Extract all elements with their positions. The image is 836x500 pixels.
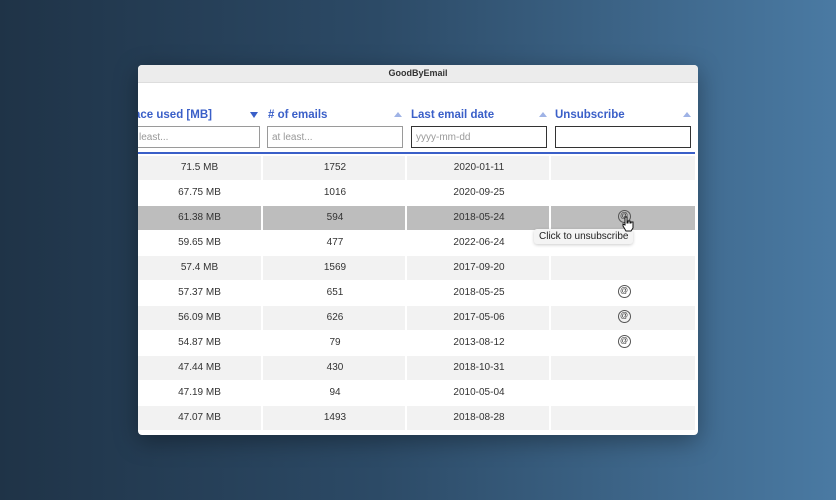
- unsubscribe-cell[interactable]: [553, 406, 695, 430]
- cell-space: 54.87 MB: [138, 331, 263, 355]
- unsubscribe-cell[interactable]: @: [553, 306, 695, 330]
- cell-space: 61.38 MB: [138, 206, 263, 230]
- unsubscribe-tooltip: Click to unsubscribe: [534, 229, 634, 244]
- cell-date: 2020-01-11: [409, 156, 551, 180]
- cell-count: 1016: [265, 181, 407, 205]
- cell-date: 2018-05-25: [409, 281, 551, 305]
- unsubscribe-cell[interactable]: @: [553, 281, 695, 305]
- table-row[interactable]: 57.37 MB 651 2018-05-25 @: [138, 281, 695, 305]
- pointer-hand-cursor-icon: [622, 216, 634, 232]
- cell-space: 57.4 MB: [138, 256, 263, 280]
- unsubscribe-cell[interactable]: [553, 256, 695, 280]
- table-row[interactable]: 57.4 MB 1569 2017-09-20: [138, 256, 695, 280]
- unsubscribe-cell[interactable]: @: [553, 206, 695, 230]
- column-header-label: Last email date: [411, 109, 495, 121]
- unsubscribe-cell[interactable]: [553, 181, 695, 205]
- unsubscribe-at-icon[interactable]: @: [617, 309, 631, 323]
- cell-date: 2017-09-20: [409, 256, 551, 280]
- column-header-0[interactable]: ace used [MB]: [138, 109, 262, 123]
- unsubscribe-cell[interactable]: [553, 356, 695, 380]
- filter-input-1[interactable]: [267, 126, 403, 148]
- unsubscribe-at-icon[interactable]: @: [617, 209, 631, 223]
- sort-ascending-icon[interactable]: [394, 112, 402, 117]
- cell-count: 1569: [265, 256, 407, 280]
- column-header-label: Unsubscribe: [555, 109, 625, 121]
- cell-count: 594: [265, 206, 407, 230]
- cell-date: 2022-06-24: [409, 231, 551, 255]
- cell-space: 47.19 MB: [138, 381, 263, 405]
- table-row[interactable]: 47.44 MB 430 2018-10-31: [138, 356, 695, 380]
- cell-count: 79: [265, 331, 407, 355]
- cell-space: 71.5 MB: [138, 156, 263, 180]
- table-row[interactable]: 56.09 MB 626 2017-05-06 @: [138, 306, 695, 330]
- cell-space: 67.75 MB: [138, 181, 263, 205]
- cell-count: 651: [265, 281, 407, 305]
- cell-date: 2013-08-12: [409, 331, 551, 355]
- sort-ascending-icon[interactable]: [539, 112, 547, 117]
- unsubscribe-at-icon[interactable]: @: [617, 284, 631, 298]
- filter-input-3[interactable]: [555, 126, 691, 148]
- filter-input-0[interactable]: [138, 126, 260, 148]
- table-row[interactable]: 67.75 MB 1016 2020-09-25: [138, 181, 695, 205]
- window-title: GoodByEmail: [138, 65, 698, 83]
- cell-count: 626: [265, 306, 407, 330]
- column-header-2[interactable]: Last email date: [411, 109, 551, 123]
- sort-ascending-icon[interactable]: [683, 112, 691, 117]
- cell-space: 56.09 MB: [138, 306, 263, 330]
- cell-date: 2010-05-04: [409, 381, 551, 405]
- cell-date: 2018-05-24: [409, 206, 551, 230]
- cell-date: 2018-08-28: [409, 406, 551, 430]
- cell-space: 59.65 MB: [138, 231, 263, 255]
- cell-space: 57.37 MB: [138, 281, 263, 305]
- cell-count: 477: [265, 231, 407, 255]
- table-row[interactable]: 47.19 MB 94 2010-05-04: [138, 381, 695, 405]
- table-row[interactable]: 61.38 MB 594 2018-05-24 @: [138, 206, 695, 230]
- cell-count: 94: [265, 381, 407, 405]
- header-separator: [138, 152, 695, 154]
- cell-space: 47.07 MB: [138, 406, 263, 430]
- cell-date: 2020-09-25: [409, 181, 551, 205]
- unsubscribe-cell[interactable]: [553, 381, 695, 405]
- cell-count: 430: [265, 356, 407, 380]
- unsubscribe-cell[interactable]: [553, 156, 695, 180]
- cell-date: 2018-10-31: [409, 356, 551, 380]
- cell-date: 2017-05-06: [409, 306, 551, 330]
- cell-count: 1493: [265, 406, 407, 430]
- table-row[interactable]: 47.07 MB 1493 2018-08-28: [138, 406, 695, 430]
- unsubscribe-cell[interactable]: @: [553, 331, 695, 355]
- filter-input-2[interactable]: [411, 126, 547, 148]
- cell-space: 47.44 MB: [138, 356, 263, 380]
- column-header-3[interactable]: Unsubscribe: [555, 109, 695, 123]
- column-header-label: # of emails: [268, 109, 328, 121]
- column-header-label: ace used [MB]: [138, 109, 212, 121]
- unsubscribe-at-icon[interactable]: @: [617, 334, 631, 348]
- table-row[interactable]: 54.87 MB 79 2013-08-12 @: [138, 331, 695, 355]
- cell-count: 1752: [265, 156, 407, 180]
- email-table: ace used [MB] # of emails Last email date U…: [138, 65, 698, 435]
- app-window: GoodByEmail ace used [MB] # of emails Last…: [138, 65, 698, 435]
- table-row[interactable]: 71.5 MB 1752 2020-01-11: [138, 156, 695, 180]
- column-header-1[interactable]: # of emails: [268, 109, 406, 123]
- sort-descending-icon[interactable]: [250, 112, 258, 118]
